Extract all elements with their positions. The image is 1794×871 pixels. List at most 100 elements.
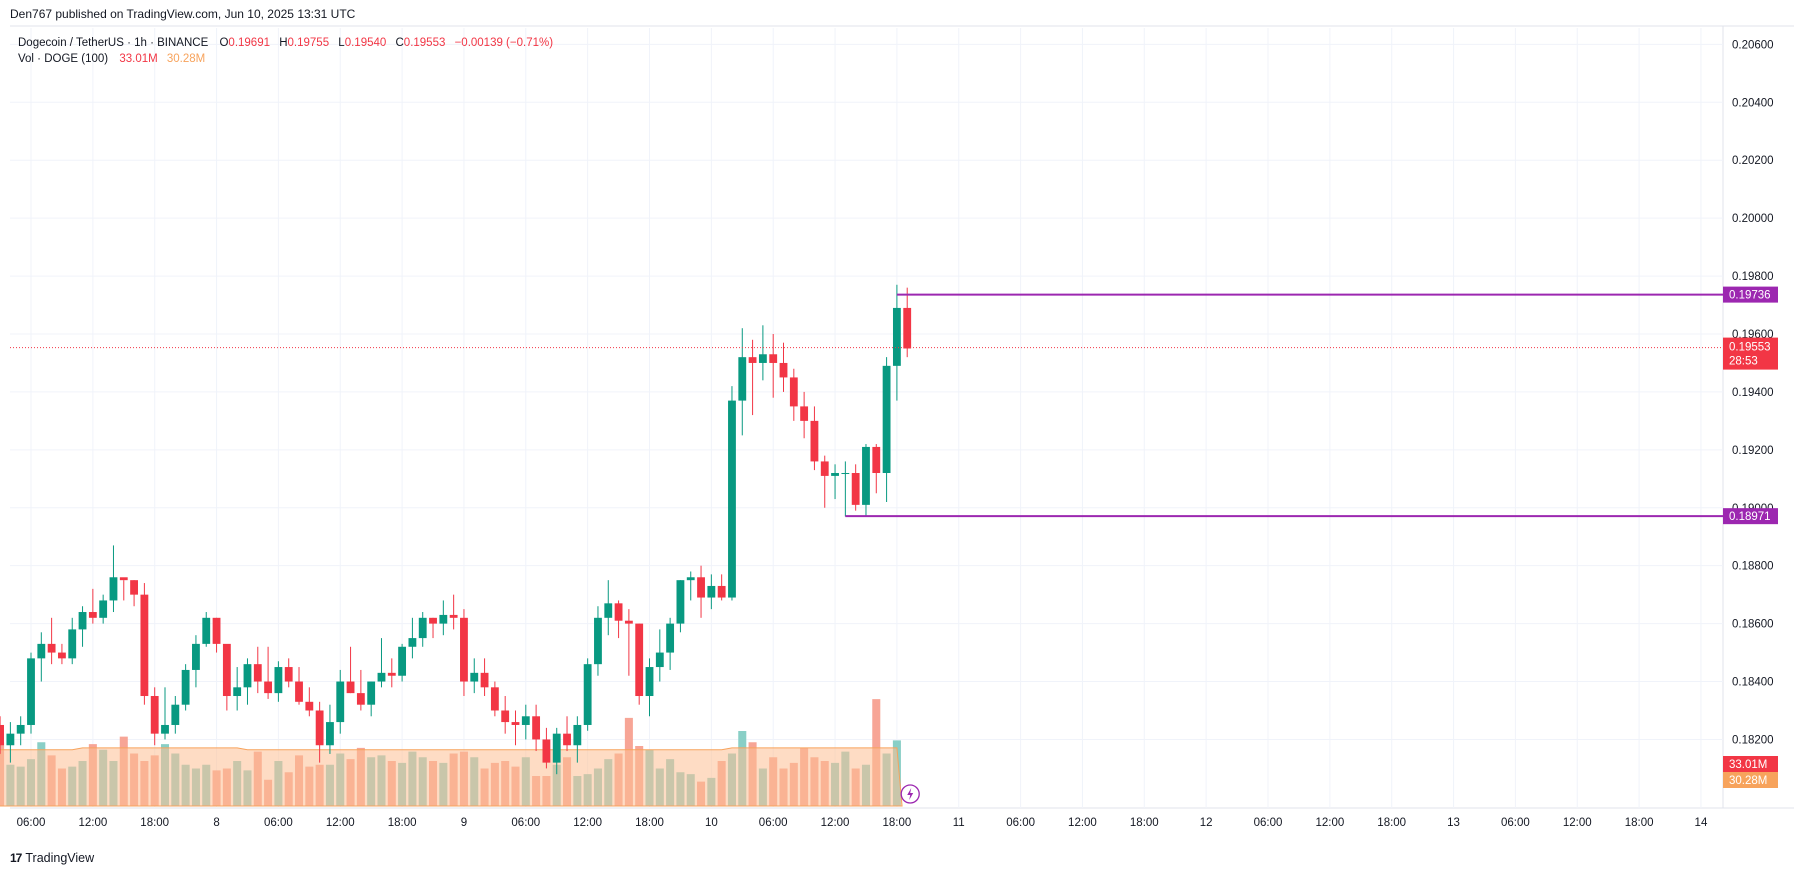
candle-body bbox=[892, 307, 901, 366]
candle-body bbox=[635, 623, 644, 697]
candle-body bbox=[181, 669, 190, 705]
last-price-badge bbox=[1723, 337, 1778, 370]
x-tick-label: 06:00 bbox=[511, 817, 540, 829]
candle-body bbox=[707, 585, 716, 598]
volume-label[interactable]: Vol · DOGE (100) bbox=[18, 53, 109, 65]
countdown-label: 28:53 bbox=[1729, 356, 1758, 368]
plot-area bbox=[10, 28, 1723, 808]
candle-body bbox=[264, 681, 273, 694]
x-tick-label: 18:00 bbox=[1130, 817, 1159, 829]
chart-legend: Dogecoin / TetherUS · 1h · BINANCE O 0.19… bbox=[18, 35, 553, 67]
candle-body bbox=[810, 420, 819, 462]
y-tick-label: 0.18600 bbox=[1732, 619, 1774, 631]
close-label: C bbox=[395, 37, 404, 49]
candle-body bbox=[109, 577, 118, 601]
x-tick-label: 11 bbox=[953, 817, 965, 829]
candle-body bbox=[717, 585, 726, 598]
candle-body bbox=[58, 652, 66, 659]
candle-body bbox=[521, 716, 530, 725]
candle-body bbox=[346, 681, 355, 694]
level-badge bbox=[1723, 508, 1778, 525]
candle-body bbox=[872, 446, 881, 474]
candle-body bbox=[841, 473, 850, 475]
candle-body bbox=[583, 664, 592, 725]
volume-ma-value: 30.28M bbox=[166, 53, 206, 65]
candle-body bbox=[624, 620, 633, 624]
candle-body bbox=[284, 667, 293, 682]
x-tick-label: 12:00 bbox=[573, 817, 602, 829]
candle-body bbox=[212, 617, 221, 644]
candle-body bbox=[68, 629, 77, 659]
y-tick-label: 0.20000 bbox=[1732, 213, 1774, 225]
volume-badge bbox=[1723, 772, 1778, 788]
high-label: H bbox=[279, 37, 288, 49]
candle-body bbox=[552, 733, 561, 763]
candle-body bbox=[460, 617, 468, 682]
candle-body bbox=[666, 623, 675, 653]
candle-body bbox=[748, 357, 757, 363]
x-tick-label: 13 bbox=[1447, 817, 1460, 829]
last-price-badge-label: 0.19553 bbox=[1729, 342, 1771, 354]
x-tick-label: 18:00 bbox=[1625, 817, 1654, 829]
candle-body bbox=[903, 307, 912, 349]
y-tick-label: 0.18200 bbox=[1732, 734, 1774, 746]
y-tick-label: 0.20200 bbox=[1732, 155, 1774, 167]
x-tick-label: 18:00 bbox=[388, 817, 417, 829]
candle-body bbox=[429, 617, 437, 624]
x-tick-label: 06:00 bbox=[1006, 817, 1035, 829]
brand-name: TradingView bbox=[25, 851, 95, 865]
x-tick-label: 06:00 bbox=[759, 817, 788, 829]
tradingview-logo-icon: 17 bbox=[10, 851, 22, 865]
candle-body bbox=[645, 667, 654, 697]
x-tick-label: 12:00 bbox=[821, 817, 850, 829]
symbol-label[interactable]: Dogecoin / TetherUS · 1h · BINANCE bbox=[18, 37, 209, 49]
x-tick-label: 18:00 bbox=[635, 817, 664, 829]
candle-body bbox=[542, 739, 551, 763]
x-tick-label: 12:00 bbox=[1563, 817, 1592, 829]
candle-body bbox=[16, 724, 25, 734]
candle-body bbox=[356, 693, 365, 705]
high-value: 0.19755 bbox=[287, 37, 330, 49]
y-tick-label: 0.18800 bbox=[1732, 561, 1774, 573]
candle-body bbox=[439, 614, 448, 624]
ohlc-row: Dogecoin / TetherUS · 1h · BINANCE O 0.19… bbox=[18, 35, 553, 51]
candle-body bbox=[831, 473, 839, 476]
candle-body bbox=[563, 733, 571, 746]
y-tick-label: 0.19400 bbox=[1732, 387, 1774, 399]
change-value: −0.00139 (−0.71%) bbox=[454, 37, 554, 49]
open-label: O bbox=[219, 37, 229, 49]
x-tick-label: 18:00 bbox=[140, 817, 169, 829]
candle-body bbox=[789, 377, 798, 407]
candle-body bbox=[222, 643, 231, 697]
candle-body bbox=[233, 687, 242, 697]
candle-body bbox=[305, 701, 314, 711]
candle-body bbox=[779, 362, 788, 378]
candle-body bbox=[202, 617, 211, 644]
x-tick-label: 14 bbox=[1695, 817, 1708, 829]
candle-body bbox=[326, 722, 334, 746]
candle-body bbox=[367, 681, 376, 705]
volume-value: 33.01M bbox=[119, 53, 158, 65]
candle-body bbox=[418, 617, 427, 639]
y-tick-label: 0.20400 bbox=[1732, 97, 1774, 109]
candle-body bbox=[27, 658, 35, 725]
candle-body bbox=[192, 643, 200, 670]
candle-body bbox=[130, 580, 139, 595]
candle-body bbox=[820, 461, 829, 476]
y-tick-label: 0.19200 bbox=[1732, 445, 1774, 457]
level-badge-label: 0.19736 bbox=[1729, 290, 1771, 302]
candle-body bbox=[532, 716, 541, 740]
volume-badge-label: 33.01M bbox=[1729, 759, 1767, 771]
low-label: L bbox=[338, 37, 345, 49]
x-tick-label: 12:00 bbox=[1315, 817, 1344, 829]
candle-body bbox=[449, 614, 458, 618]
candle-body bbox=[119, 577, 128, 581]
candle-body bbox=[315, 710, 324, 746]
candle-body bbox=[78, 612, 87, 630]
candle-body bbox=[47, 643, 56, 653]
candle-body bbox=[800, 406, 809, 421]
candle-body bbox=[594, 617, 602, 665]
y-tick-label: 0.18400 bbox=[1732, 677, 1774, 689]
tradingview-brand[interactable]: 17 TradingView bbox=[10, 851, 94, 865]
